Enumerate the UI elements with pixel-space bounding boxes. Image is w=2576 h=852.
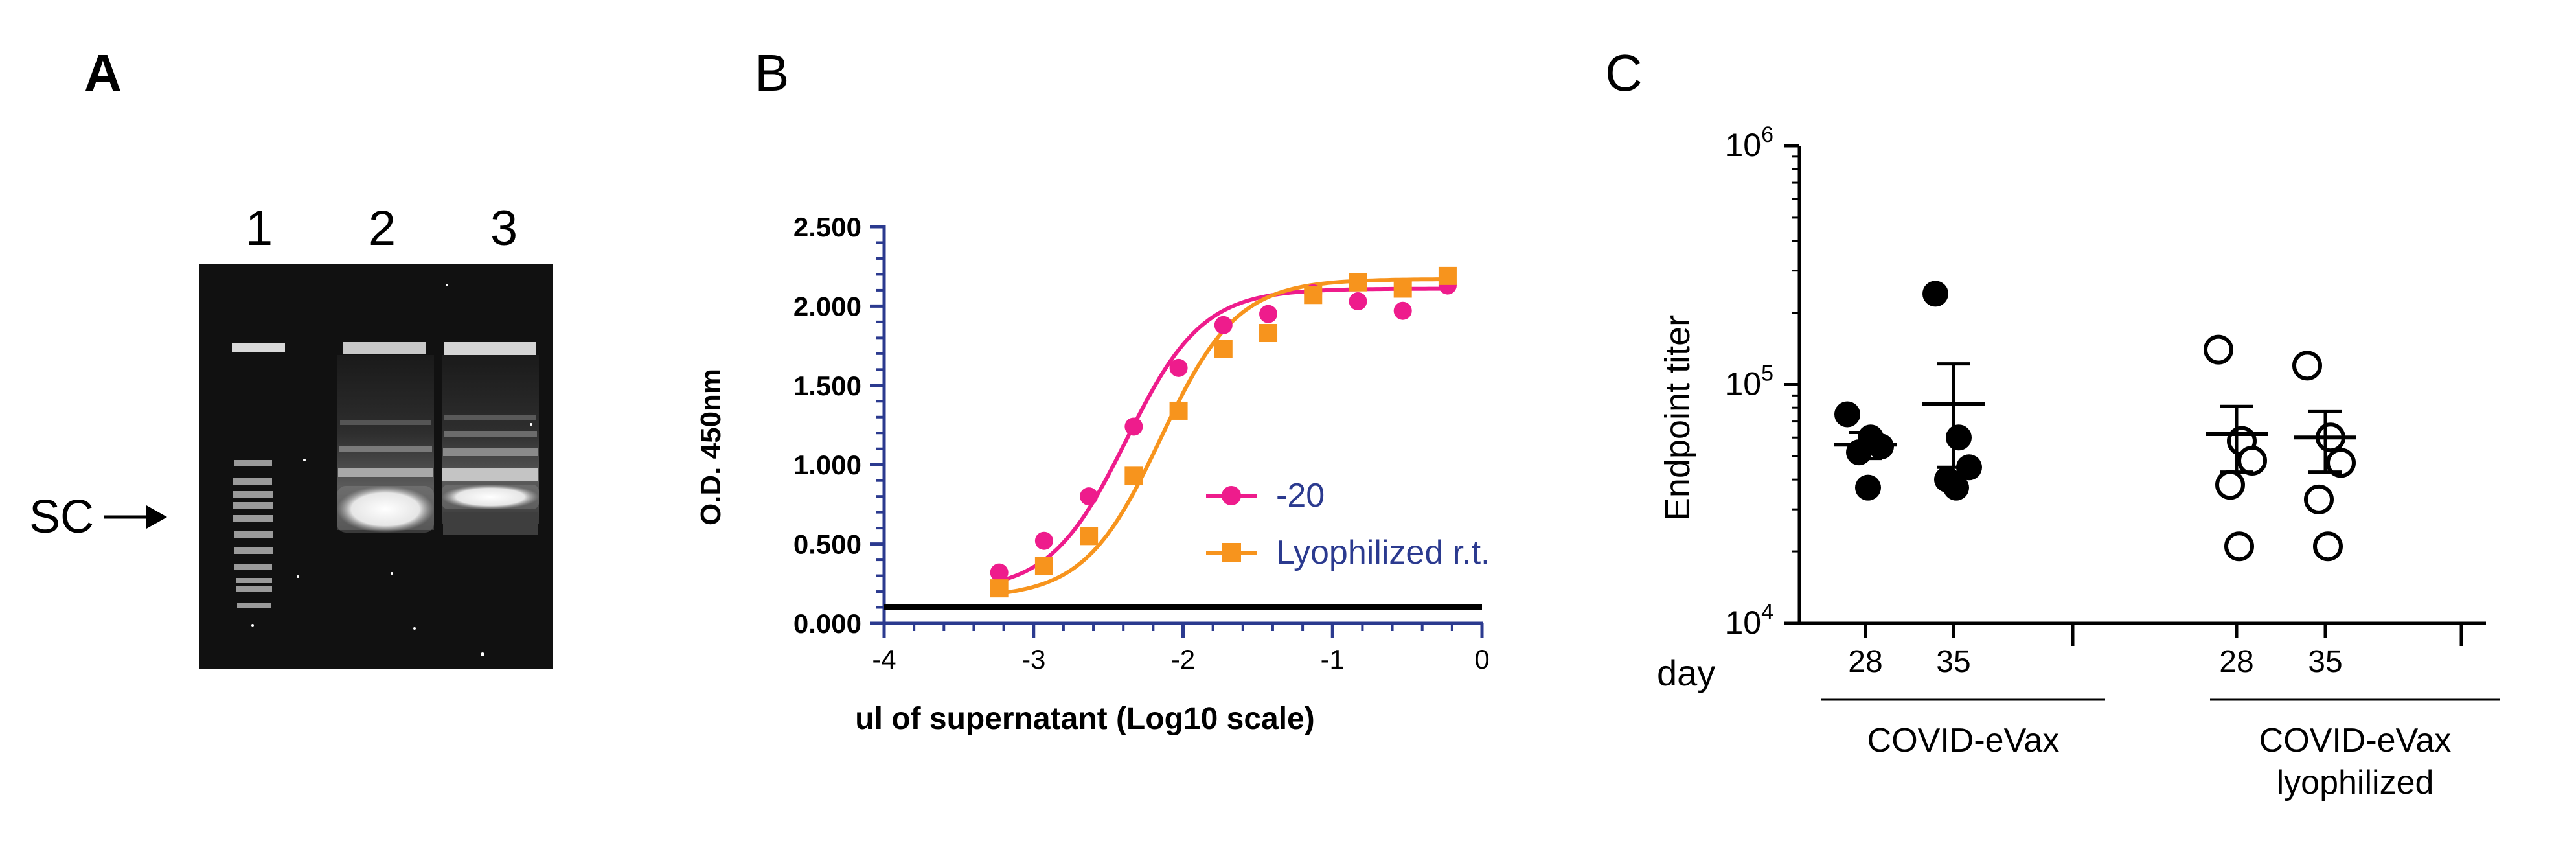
chart-c-ticks: 104 105 106 28 35 28 35 [1725, 122, 2463, 679]
chart-b-legend: -20 Lyophilized r.t. [1206, 477, 1490, 571]
data-point-lyophilized [1034, 557, 1053, 575]
chart-b-y-tick-label: 0.000 [793, 608, 861, 639]
data-point-minus20 [1080, 487, 1099, 506]
titer-point [1834, 401, 1860, 428]
chart-c-y-tick-label: 104 [1725, 600, 1773, 641]
gel-speckles [251, 284, 532, 656]
group-label: lyophilized [2277, 764, 2434, 801]
lane-label-3: 3 [490, 201, 518, 256]
sample-lane-2 [337, 355, 434, 533]
data-point-minus20 [1393, 301, 1412, 320]
data-point-minus20 [1214, 316, 1233, 334]
legend-label-lyophilized: Lyophilized r.t. [1276, 534, 1490, 571]
panel-a-letter: A [84, 44, 122, 102]
chart-b-y-tick-label: 2.500 [793, 212, 861, 242]
chart-b-x-axis-label: ul of supernatant (Log10 scale) [855, 702, 1314, 736]
group-label: COVID-eVax [1867, 722, 2060, 759]
lane-label-2: 2 [369, 201, 396, 256]
titer-point-open [2224, 531, 2254, 562]
group-label: COVID-eVax [2259, 722, 2452, 759]
data-point-lyophilized [1124, 466, 1143, 485]
chart-b-x-tick-label: -1 [1321, 644, 1345, 674]
chart-c-day-label: 35 [1936, 645, 1970, 679]
data-point-lyophilized [1393, 279, 1412, 298]
chart-b-x-tick-label: -2 [1171, 644, 1195, 674]
titer-point [1855, 474, 1881, 501]
data-point-lyophilized [1169, 401, 1188, 420]
ladder-lane [233, 460, 273, 608]
data-point-minus20 [990, 563, 1009, 582]
titer-point-open [2292, 351, 2322, 381]
chart-b-x-tick-label: -3 [1021, 644, 1045, 674]
chart-c-data-points [1834, 281, 2356, 562]
data-point-lyophilized [1304, 286, 1323, 305]
lane-label-1: 1 [245, 201, 273, 256]
titer-point-open [2237, 445, 2267, 476]
data-point-lyophilized [1438, 266, 1457, 285]
data-point-minus20 [1259, 305, 1278, 323]
data-point-minus20 [1169, 358, 1188, 377]
gel-well-3 [444, 342, 536, 355]
panel-b-letter: B [755, 44, 789, 102]
legend-square-marker-icon [1222, 543, 1241, 562]
titer-point-open [2215, 470, 2245, 500]
fit-curve-minus20 [998, 286, 1448, 583]
titer-point-open [2313, 531, 2343, 562]
titer-point [1946, 424, 1972, 451]
sc-label: SC [29, 491, 94, 543]
chart-b-x-tick-label: -4 [872, 644, 896, 674]
panel-b: B -4 -3 -2 -1 0 0.000 0.500 1.000 1.500 2.000 2.50… [695, 44, 1490, 736]
panel-a: A 1 2 3 [29, 44, 553, 669]
panel-c-letter: C [1605, 44, 1643, 102]
data-point-lyophilized [1259, 324, 1278, 343]
chart-c-day-label: 28 [2219, 645, 2253, 679]
chart-c-day-label: 28 [1848, 645, 1882, 679]
titer-point-open [2304, 484, 2334, 514]
chart-b-x-tick-label: 0 [1474, 644, 1489, 674]
chart-b-ticks: -4 -3 -2 -1 0 0.000 0.500 1.000 1.500 2.000 2.500 [793, 212, 1490, 674]
gel-image [199, 264, 553, 669]
data-point-lyophilized [990, 579, 1009, 598]
chart-c-y-tick-label: 105 [1725, 362, 1773, 402]
data-point-minus20 [1349, 292, 1367, 311]
chart-c: 104 105 106 28 35 28 35 COVID-eVax COVID-eVax ly… [1657, 122, 2500, 801]
legend-label-minus20: -20 [1276, 477, 1325, 514]
chart-b-data-points [990, 266, 1457, 598]
chart-b-y-axis-label: O.D. 450nm [695, 369, 727, 525]
sc-arrow-icon [146, 505, 167, 529]
titer-point-open [2326, 448, 2356, 478]
titer-point [1922, 281, 1948, 307]
chart-c-y-axis-label: Endpoint titer [1658, 315, 1697, 521]
chart-b-y-tick-label: 1.500 [793, 371, 861, 401]
data-point-lyophilized [1214, 340, 1233, 358]
sample-lane-3 [442, 355, 539, 535]
data-point-lyophilized [1349, 273, 1367, 292]
chart-b: -4 -3 -2 -1 00.0000.5001.0001.5002.0002.500 … [695, 212, 1490, 736]
chart-b-y-tick-label: 0.500 [793, 529, 861, 560]
legend-circle-marker-icon [1222, 486, 1241, 505]
data-point-minus20 [1124, 417, 1143, 436]
data-point-lyophilized [1080, 527, 1099, 546]
chart-b-y-tick-label: 2.000 [793, 291, 861, 321]
chart-c-group-labels: COVID-eVax COVID-eVax lyophilized [1821, 698, 2500, 801]
titer-point-open [2204, 334, 2233, 365]
gel-well-1 [232, 343, 285, 352]
chart-c-error-bars [1834, 362, 2356, 474]
chart-c-day-label: 35 [2308, 645, 2342, 679]
chart-c-y-tick-label: 106 [1725, 122, 1773, 163]
chart-b-y-tick-label: 1.000 [793, 450, 861, 480]
gel-well-2 [343, 342, 426, 354]
chart-c-x-prefix: day [1657, 652, 1715, 693]
data-point-minus20 [1034, 531, 1053, 550]
titer-point [1943, 474, 1969, 501]
